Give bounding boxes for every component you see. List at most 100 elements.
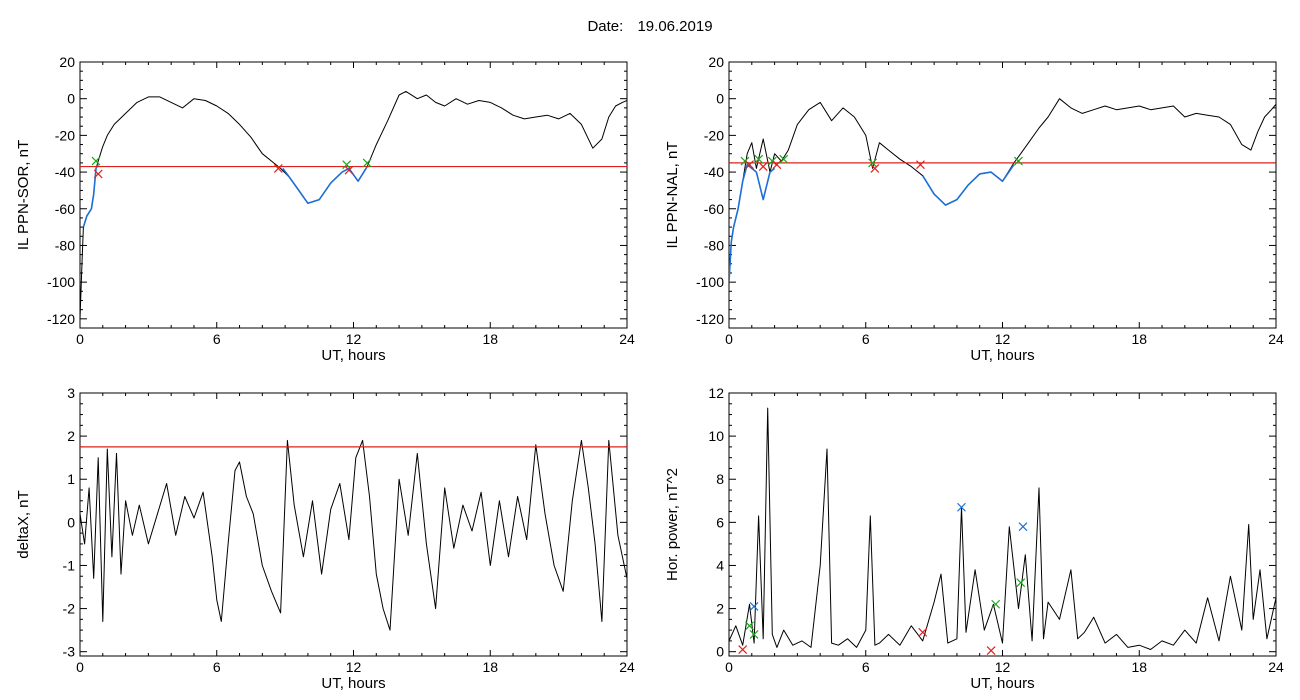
x-axis-title: UT, hours (970, 675, 1034, 692)
start-marker (91, 156, 101, 166)
y-tick-label: -3 (63, 644, 76, 660)
marker-stroke (362, 158, 372, 168)
y-tick-label: 20 (708, 54, 724, 70)
marker-stroke (740, 156, 750, 166)
start-marker (991, 599, 1001, 609)
end-marker (273, 163, 283, 173)
marker-stroke (93, 169, 103, 179)
y-tick-label: -60 (704, 201, 724, 217)
plot-area (80, 439, 627, 631)
start-marker (342, 160, 352, 170)
y-tick-label: 2 (67, 428, 75, 444)
end-marker (93, 169, 103, 179)
marker-stroke (1018, 522, 1028, 532)
start-marker (767, 156, 777, 166)
x-tick-label: 6 (213, 331, 221, 347)
figure-header: Date: 19.06.2019 (0, 18, 1300, 35)
peak-marker (1018, 522, 1028, 532)
peak-marker (749, 601, 759, 611)
y-tick-label: 10 (708, 428, 724, 444)
highlight-series-line (82, 164, 99, 228)
marker-stroke (957, 502, 966, 512)
date-label: Date: (587, 18, 624, 35)
marker-stroke (91, 156, 101, 166)
y-tick-label: 8 (716, 471, 724, 487)
marker-stroke (273, 163, 283, 173)
marker-stroke (772, 160, 782, 170)
marker-stroke (745, 621, 754, 631)
x-tick-label: 24 (1268, 331, 1284, 347)
y-tick-label: -2 (63, 601, 76, 617)
plot-area (729, 98, 1276, 283)
y-tick-label: 0 (67, 514, 75, 530)
x-tick-label: 0 (725, 331, 733, 347)
y-tick-label: -40 (55, 164, 75, 180)
series-line (80, 90, 627, 319)
x-tick-label: 12 (346, 659, 362, 675)
marker-stroke (749, 630, 759, 639)
x-tick-label: 18 (482, 331, 498, 347)
end-marker (758, 162, 768, 171)
end-marker (916, 160, 925, 170)
marker-stroke (779, 154, 789, 164)
y-tick-label: 2 (716, 601, 724, 617)
start-marker (1014, 156, 1023, 166)
end-marker (870, 163, 880, 173)
y-tick-label: -100 (696, 274, 724, 290)
start-marker (868, 158, 878, 168)
start-marker (779, 154, 789, 164)
date-value: 19.06.2019 (637, 18, 713, 35)
end-marker (745, 160, 754, 170)
marker-stroke (986, 646, 996, 656)
y-tick-label: 0 (716, 91, 724, 107)
x-tick-label: 6 (862, 659, 870, 675)
plot-area (729, 407, 1276, 656)
y-axis-title: Hor. power, nT^2 (664, 468, 681, 581)
marker-stroke (745, 160, 754, 170)
start-marker (749, 630, 759, 639)
y-tick-label: -100 (47, 274, 75, 290)
x-tick-label: 12 (995, 659, 1011, 675)
x-tick-label: 0 (76, 331, 84, 347)
chart-il-ppn-sor: 0 6 12 18 24 -120 -100 -80 -60 -40 -20 0 20 UT, hours… (15, 54, 635, 364)
marker-stroke (918, 627, 928, 637)
marker-stroke (344, 165, 354, 175)
series-line (80, 439, 627, 631)
x-tick-label: 24 (1268, 659, 1284, 675)
marker-stroke (754, 154, 764, 164)
marker-stroke (749, 601, 759, 611)
y-axis-title: IL PPN-NAL, nT (664, 142, 681, 249)
plot-frame (728, 392, 1277, 657)
y-tick-label: 20 (59, 54, 75, 70)
y-tick-label: -40 (704, 164, 724, 180)
x-tick-label: 18 (482, 659, 498, 675)
y-tick-label: 6 (716, 514, 724, 530)
end-marker (918, 627, 928, 637)
end-marker (738, 645, 748, 654)
plot-area (80, 90, 627, 319)
x-axis-title: UT, hours (970, 347, 1034, 364)
marker-stroke (870, 163, 880, 173)
start-marker (1016, 578, 1026, 588)
y-tick-label: -20 (704, 127, 724, 143)
series-line (729, 98, 1276, 283)
marker-stroke (868, 158, 878, 168)
highlight-series-line (282, 166, 368, 205)
y-tick-label: -20 (55, 127, 75, 143)
x-tick-label: 18 (1131, 331, 1147, 347)
highlight-series-line (729, 163, 776, 283)
marker-stroke (738, 645, 748, 654)
y-tick-label: 12 (708, 385, 724, 401)
start-marker (362, 158, 372, 168)
marker-stroke (1016, 578, 1026, 588)
start-marker (754, 154, 764, 164)
x-tick-label: 0 (725, 659, 733, 675)
marker-stroke (1014, 156, 1023, 166)
x-axis-title: UT, hours (321, 347, 385, 364)
y-tick-label: 1 (67, 471, 75, 487)
x-tick-label: 0 (76, 659, 84, 675)
plot-frame (79, 392, 628, 657)
